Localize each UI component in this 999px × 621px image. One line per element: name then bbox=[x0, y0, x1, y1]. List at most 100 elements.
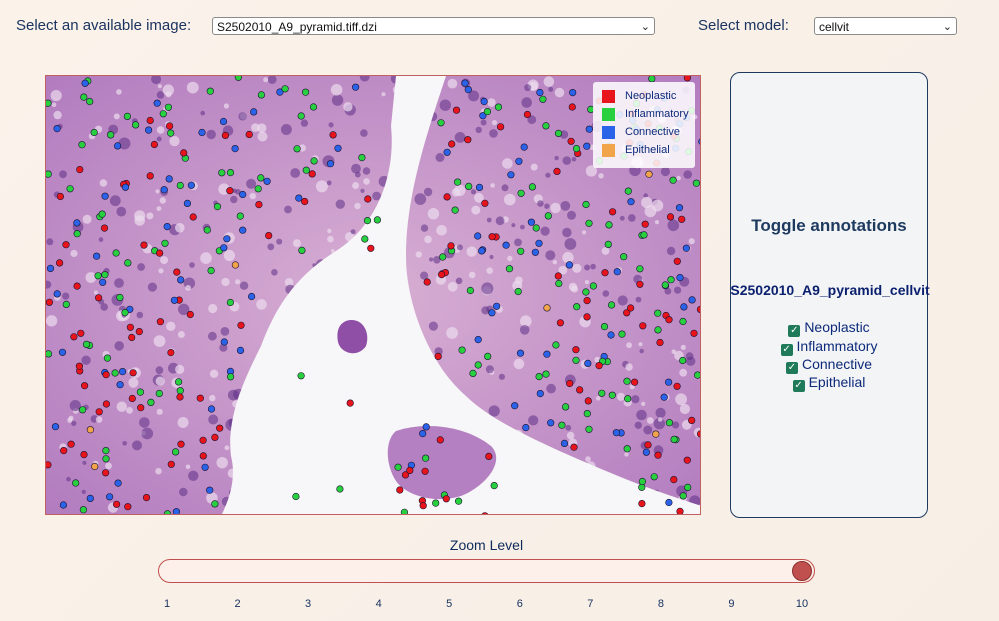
inflammatory-cell-marker[interactable] bbox=[558, 421, 566, 429]
connective-cell-marker[interactable] bbox=[198, 128, 206, 137]
inflammatory-cell-marker[interactable] bbox=[131, 121, 140, 129]
connective-cell-marker[interactable] bbox=[276, 88, 284, 96]
inflammatory-cell-marker[interactable] bbox=[572, 356, 580, 364]
neoplastic-cell-marker[interactable] bbox=[142, 494, 151, 502]
connective-cell-marker[interactable] bbox=[207, 405, 216, 413]
neoplastic-cell-marker[interactable] bbox=[167, 349, 175, 357]
neoplastic-cell-marker[interactable] bbox=[396, 486, 404, 494]
inflammatory-cell-marker[interactable] bbox=[373, 216, 382, 224]
neoplastic-cell-marker[interactable] bbox=[128, 333, 136, 342]
checkbox-icon[interactable]: ✓ bbox=[788, 325, 801, 337]
inflammatory-cell-marker[interactable] bbox=[147, 398, 155, 407]
neoplastic-cell-marker[interactable] bbox=[102, 371, 110, 379]
connective-cell-marker[interactable] bbox=[239, 190, 247, 199]
inflammatory-cell-marker[interactable] bbox=[620, 253, 628, 261]
connective-cell-marker[interactable] bbox=[474, 336, 482, 344]
tissue-image[interactable] bbox=[46, 76, 701, 515]
inflammatory-cell-marker[interactable] bbox=[650, 473, 658, 481]
inflammatory-cell-marker[interactable] bbox=[107, 131, 115, 139]
connective-cell-marker[interactable] bbox=[114, 479, 122, 487]
neoplastic-cell-marker[interactable] bbox=[150, 140, 158, 149]
neoplastic-cell-marker[interactable] bbox=[673, 257, 681, 265]
neoplastic-cell-marker[interactable] bbox=[608, 208, 617, 216]
connective-cell-marker[interactable] bbox=[664, 378, 673, 386]
connective-cell-marker[interactable] bbox=[92, 252, 101, 260]
inflammatory-cell-marker[interactable] bbox=[101, 271, 109, 279]
connective-cell-marker[interactable] bbox=[493, 302, 501, 310]
inflammatory-cell-marker[interactable] bbox=[86, 97, 94, 106]
neoplastic-cell-marker[interactable] bbox=[583, 313, 591, 321]
inflammatory-cell-marker[interactable] bbox=[437, 119, 445, 127]
neoplastic-cell-marker[interactable] bbox=[56, 259, 64, 267]
connective-cell-marker[interactable] bbox=[698, 138, 701, 145]
inflammatory-cell-marker[interactable] bbox=[667, 276, 675, 284]
neoplastic-cell-marker[interactable] bbox=[644, 441, 652, 449]
inflammatory-cell-marker[interactable] bbox=[466, 286, 475, 295]
neoplastic-cell-marker[interactable] bbox=[443, 193, 451, 201]
inflammatory-cell-marker[interactable] bbox=[90, 128, 98, 137]
neoplastic-cell-marker[interactable] bbox=[211, 433, 219, 442]
neoplastic-cell-marker[interactable] bbox=[654, 451, 662, 459]
inflammatory-cell-marker[interactable] bbox=[474, 361, 482, 369]
toggle-inflammatory[interactable]: ✓ Inflammatory bbox=[731, 338, 927, 356]
neoplastic-cell-marker[interactable] bbox=[676, 507, 684, 515]
inflammatory-cell-marker[interactable] bbox=[465, 182, 473, 190]
neoplastic-cell-marker[interactable] bbox=[554, 272, 562, 280]
connective-cell-marker[interactable] bbox=[565, 261, 574, 269]
inflammatory-cell-marker[interactable] bbox=[73, 230, 81, 238]
connective-cell-marker[interactable] bbox=[58, 348, 67, 356]
connective-cell-marker[interactable] bbox=[515, 157, 523, 165]
inflammatory-cell-marker[interactable] bbox=[400, 508, 408, 515]
connective-cell-marker[interactable] bbox=[675, 204, 684, 212]
neoplastic-cell-marker[interactable] bbox=[156, 318, 164, 326]
connective-cell-marker[interactable] bbox=[511, 402, 519, 410]
inflammatory-cell-marker[interactable] bbox=[116, 293, 124, 302]
connective-cell-marker[interactable] bbox=[522, 424, 530, 432]
neoplastic-cell-marker[interactable] bbox=[584, 397, 592, 405]
epithelial-cell-marker[interactable] bbox=[91, 462, 99, 471]
connective-cell-marker[interactable] bbox=[612, 429, 621, 437]
inflammatory-cell-marker[interactable] bbox=[102, 447, 110, 455]
inflammatory-cell-marker[interactable] bbox=[163, 510, 172, 515]
inflammatory-cell-marker[interactable] bbox=[257, 174, 265, 182]
inflammatory-cell-marker[interactable] bbox=[176, 181, 184, 190]
neoplastic-cell-marker[interactable] bbox=[401, 471, 410, 479]
inflammatory-cell-marker[interactable] bbox=[297, 112, 305, 120]
inflammatory-cell-marker[interactable] bbox=[136, 388, 144, 396]
neoplastic-cell-marker[interactable] bbox=[666, 213, 675, 221]
inflammatory-cell-marker[interactable] bbox=[661, 281, 669, 289]
neoplastic-cell-marker[interactable] bbox=[656, 338, 664, 347]
connective-cell-marker[interactable] bbox=[536, 88, 544, 97]
connective-cell-marker[interactable] bbox=[170, 296, 178, 304]
neoplastic-cell-marker[interactable] bbox=[481, 512, 489, 516]
connective-cell-marker[interactable] bbox=[527, 218, 536, 226]
neoplastic-cell-marker[interactable] bbox=[221, 131, 229, 140]
connective-cell-marker[interactable] bbox=[116, 381, 124, 389]
inflammatory-cell-marker[interactable] bbox=[484, 352, 492, 361]
connective-cell-marker[interactable] bbox=[584, 359, 592, 368]
neoplastic-cell-marker[interactable] bbox=[128, 394, 136, 403]
neoplastic-cell-marker[interactable] bbox=[697, 430, 701, 438]
neoplastic-cell-marker[interactable] bbox=[75, 362, 84, 370]
neoplastic-cell-marker[interactable] bbox=[46, 461, 52, 469]
connective-cell-marker[interactable] bbox=[206, 486, 214, 494]
neoplastic-cell-marker[interactable] bbox=[346, 399, 354, 407]
neoplastic-cell-marker[interactable] bbox=[177, 440, 185, 448]
neoplastic-cell-marker[interactable] bbox=[595, 362, 603, 370]
inflammatory-cell-marker[interactable] bbox=[490, 482, 498, 490]
inflammatory-cell-marker[interactable] bbox=[542, 122, 550, 130]
connective-cell-marker[interactable] bbox=[160, 186, 168, 194]
toggle-connective[interactable]: ✓ Connective bbox=[731, 356, 927, 374]
checkbox-icon[interactable]: ✓ bbox=[780, 344, 793, 356]
inflammatory-cell-marker[interactable] bbox=[226, 298, 234, 307]
neoplastic-cell-marker[interactable] bbox=[638, 500, 646, 508]
connective-cell-marker[interactable] bbox=[187, 181, 195, 189]
connective-cell-marker[interactable] bbox=[547, 419, 555, 427]
model-select[interactable]: cellvit ⌄ bbox=[814, 17, 957, 35]
connective-cell-marker[interactable] bbox=[51, 423, 60, 431]
neoplastic-cell-marker[interactable] bbox=[630, 378, 639, 386]
neoplastic-cell-marker[interactable] bbox=[641, 220, 649, 228]
inflammatory-cell-marker[interactable] bbox=[155, 389, 163, 398]
neoplastic-cell-marker[interactable] bbox=[146, 172, 154, 180]
inflammatory-cell-marker[interactable] bbox=[211, 500, 219, 508]
